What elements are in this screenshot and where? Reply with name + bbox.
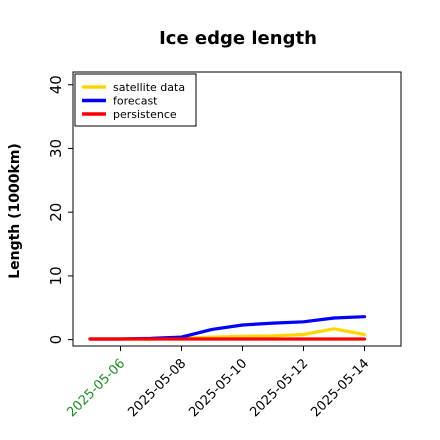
- x-axis-ticks: 2025-05-062025-05-082025-05-102025-05-12…: [64, 346, 372, 420]
- chart-title: Ice edge length: [159, 28, 317, 49]
- y-tick-label: 0: [47, 335, 65, 345]
- y-tick-label: 10: [47, 266, 65, 285]
- x-tick-label: 2025-05-08: [125, 356, 189, 420]
- x-tick-label: 2025-05-06: [64, 356, 128, 420]
- x-tick-label: 2025-05-14: [308, 356, 372, 420]
- legend-label: forecast: [113, 95, 158, 108]
- plot-area-frame: [72, 71, 402, 347]
- y-tick-label: 30: [47, 139, 65, 158]
- series-lines: [88, 315, 367, 341]
- y-tick-label: 40: [47, 75, 65, 94]
- y-axis-ticks: 0 10 20 30 40: [47, 75, 73, 344]
- y-tick-label: 20: [47, 203, 65, 222]
- x-tick-label: 2025-05-10: [186, 356, 250, 420]
- y-axis-label: Length (1000km): [7, 143, 23, 279]
- x-tick-label: 2025-05-12: [247, 356, 311, 420]
- legend-label: persistence: [113, 108, 177, 121]
- legend-label: satellite data: [113, 81, 185, 94]
